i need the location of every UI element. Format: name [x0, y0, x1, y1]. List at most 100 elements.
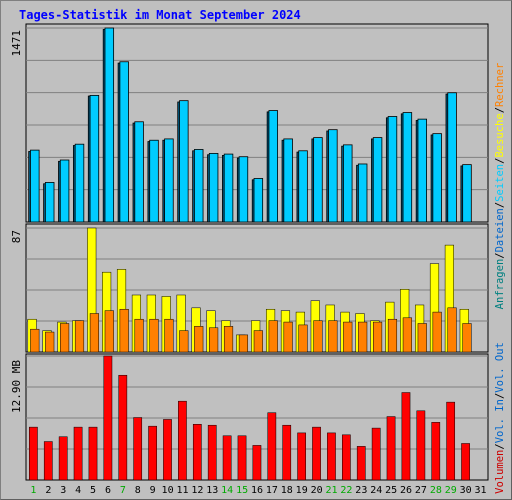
day-label: 6	[105, 485, 111, 496]
bar-rechner	[328, 320, 338, 353]
day-label: 23	[355, 485, 367, 496]
bar-anfragen	[462, 164, 472, 223]
bar-rechner	[358, 321, 368, 353]
legend-entry: Vol. Out	[494, 342, 506, 393]
bar-volumen	[207, 424, 217, 481]
legend-entry: /	[494, 393, 506, 399]
day-label: 5	[90, 485, 96, 496]
legend-entry: /	[494, 158, 506, 164]
day-label: 30	[460, 485, 472, 496]
bar-rechner	[179, 330, 189, 353]
legend-entry: Anfragen	[494, 259, 506, 310]
bar-anfragen	[328, 129, 338, 223]
bar-volumen	[192, 423, 202, 481]
bar-volumen	[178, 400, 187, 481]
bar-anfragen	[134, 121, 144, 223]
day-label: 11	[176, 485, 188, 496]
bar-volumen	[133, 417, 143, 481]
bar-volumen	[446, 401, 456, 481]
bar-anfragen	[372, 137, 383, 223]
bar-rechner	[223, 326, 234, 353]
day-label: 25	[385, 485, 397, 496]
day-label: 14	[221, 485, 233, 496]
bar-anfragen	[402, 112, 413, 223]
bar-anfragen	[387, 116, 398, 223]
day-label: 28	[430, 485, 442, 496]
bar-rechner	[462, 323, 472, 353]
top-max-label: 1471	[10, 30, 23, 57]
bar-anfragen	[268, 110, 278, 223]
bar-volumen	[103, 355, 113, 481]
bar-volumen	[252, 445, 262, 481]
day-label: 24	[370, 485, 382, 496]
bar-volumen	[88, 426, 98, 481]
bar-rechner	[372, 321, 383, 353]
legend-entry: Seiten	[494, 164, 506, 202]
middle-max-label: 87	[10, 230, 23, 243]
day-label: 18	[281, 485, 293, 496]
bar-rechner	[268, 320, 278, 353]
bar-anfragen	[179, 100, 189, 223]
day-label: 3	[60, 485, 66, 496]
day-label: 17	[266, 485, 278, 496]
bar-volumen	[312, 426, 321, 481]
bar-rechner	[283, 321, 293, 353]
bar-anfragen	[30, 149, 40, 223]
bar-anfragen	[74, 143, 85, 223]
bar-anfragen	[89, 94, 100, 223]
day-label: 29	[445, 485, 457, 496]
bar-anfragen	[432, 133, 442, 223]
day-label: 26	[400, 485, 412, 496]
bar-rechner	[253, 330, 263, 353]
bar-rechner	[209, 327, 219, 353]
legend-entry: Dateien	[494, 208, 506, 252]
bar-rechner	[313, 320, 323, 353]
day-label: 12	[191, 485, 203, 496]
bar-rechner	[74, 320, 85, 353]
bar-rechner	[60, 323, 70, 353]
bar-volumen	[118, 374, 128, 481]
bar-rechner	[194, 326, 204, 353]
day-label: 4	[75, 485, 81, 496]
bar-anfragen	[298, 150, 308, 223]
bar-anfragen	[313, 137, 323, 223]
bar-volumen	[416, 410, 426, 481]
bar-rechner	[402, 317, 412, 353]
bar-volumen	[267, 412, 277, 481]
legend-entry: /	[494, 252, 506, 258]
bar-rechner	[119, 308, 129, 353]
bar-anfragen	[59, 159, 70, 223]
bar-rechner	[298, 324, 308, 353]
bar-volumen	[371, 427, 381, 481]
day-label: 20	[311, 485, 323, 496]
day-label: 10	[162, 485, 174, 496]
legend-entry: /	[494, 202, 506, 208]
bar-volumen	[386, 416, 396, 481]
bar-anfragen	[194, 149, 204, 223]
bar-volumen	[29, 426, 38, 481]
bar-rechner	[417, 323, 427, 353]
bar-volumen	[356, 446, 366, 481]
legend-entry: Besuche	[494, 113, 506, 157]
bar-anfragen	[208, 153, 219, 223]
bar-rechner	[30, 328, 40, 353]
bar-anfragen	[357, 163, 368, 223]
bar-volumen	[148, 425, 157, 481]
bar-volumen	[58, 436, 68, 481]
bar-anfragen	[149, 139, 159, 223]
bar-rechner	[134, 318, 144, 353]
bar-anfragen	[447, 92, 457, 223]
bar-rechner	[89, 313, 99, 353]
bar-rechner	[343, 321, 353, 353]
bar-rechner	[432, 311, 442, 353]
day-label: 2	[45, 485, 51, 496]
bar-rechner	[45, 331, 55, 353]
legend-entry: /	[494, 443, 506, 449]
bar-anfragen	[104, 27, 115, 223]
bar-volumen	[327, 432, 336, 481]
bar-anfragen	[223, 153, 234, 223]
bar-anfragen	[417, 118, 427, 223]
bar-rechner	[164, 318, 174, 353]
legend-entry: Rechner	[494, 63, 506, 107]
